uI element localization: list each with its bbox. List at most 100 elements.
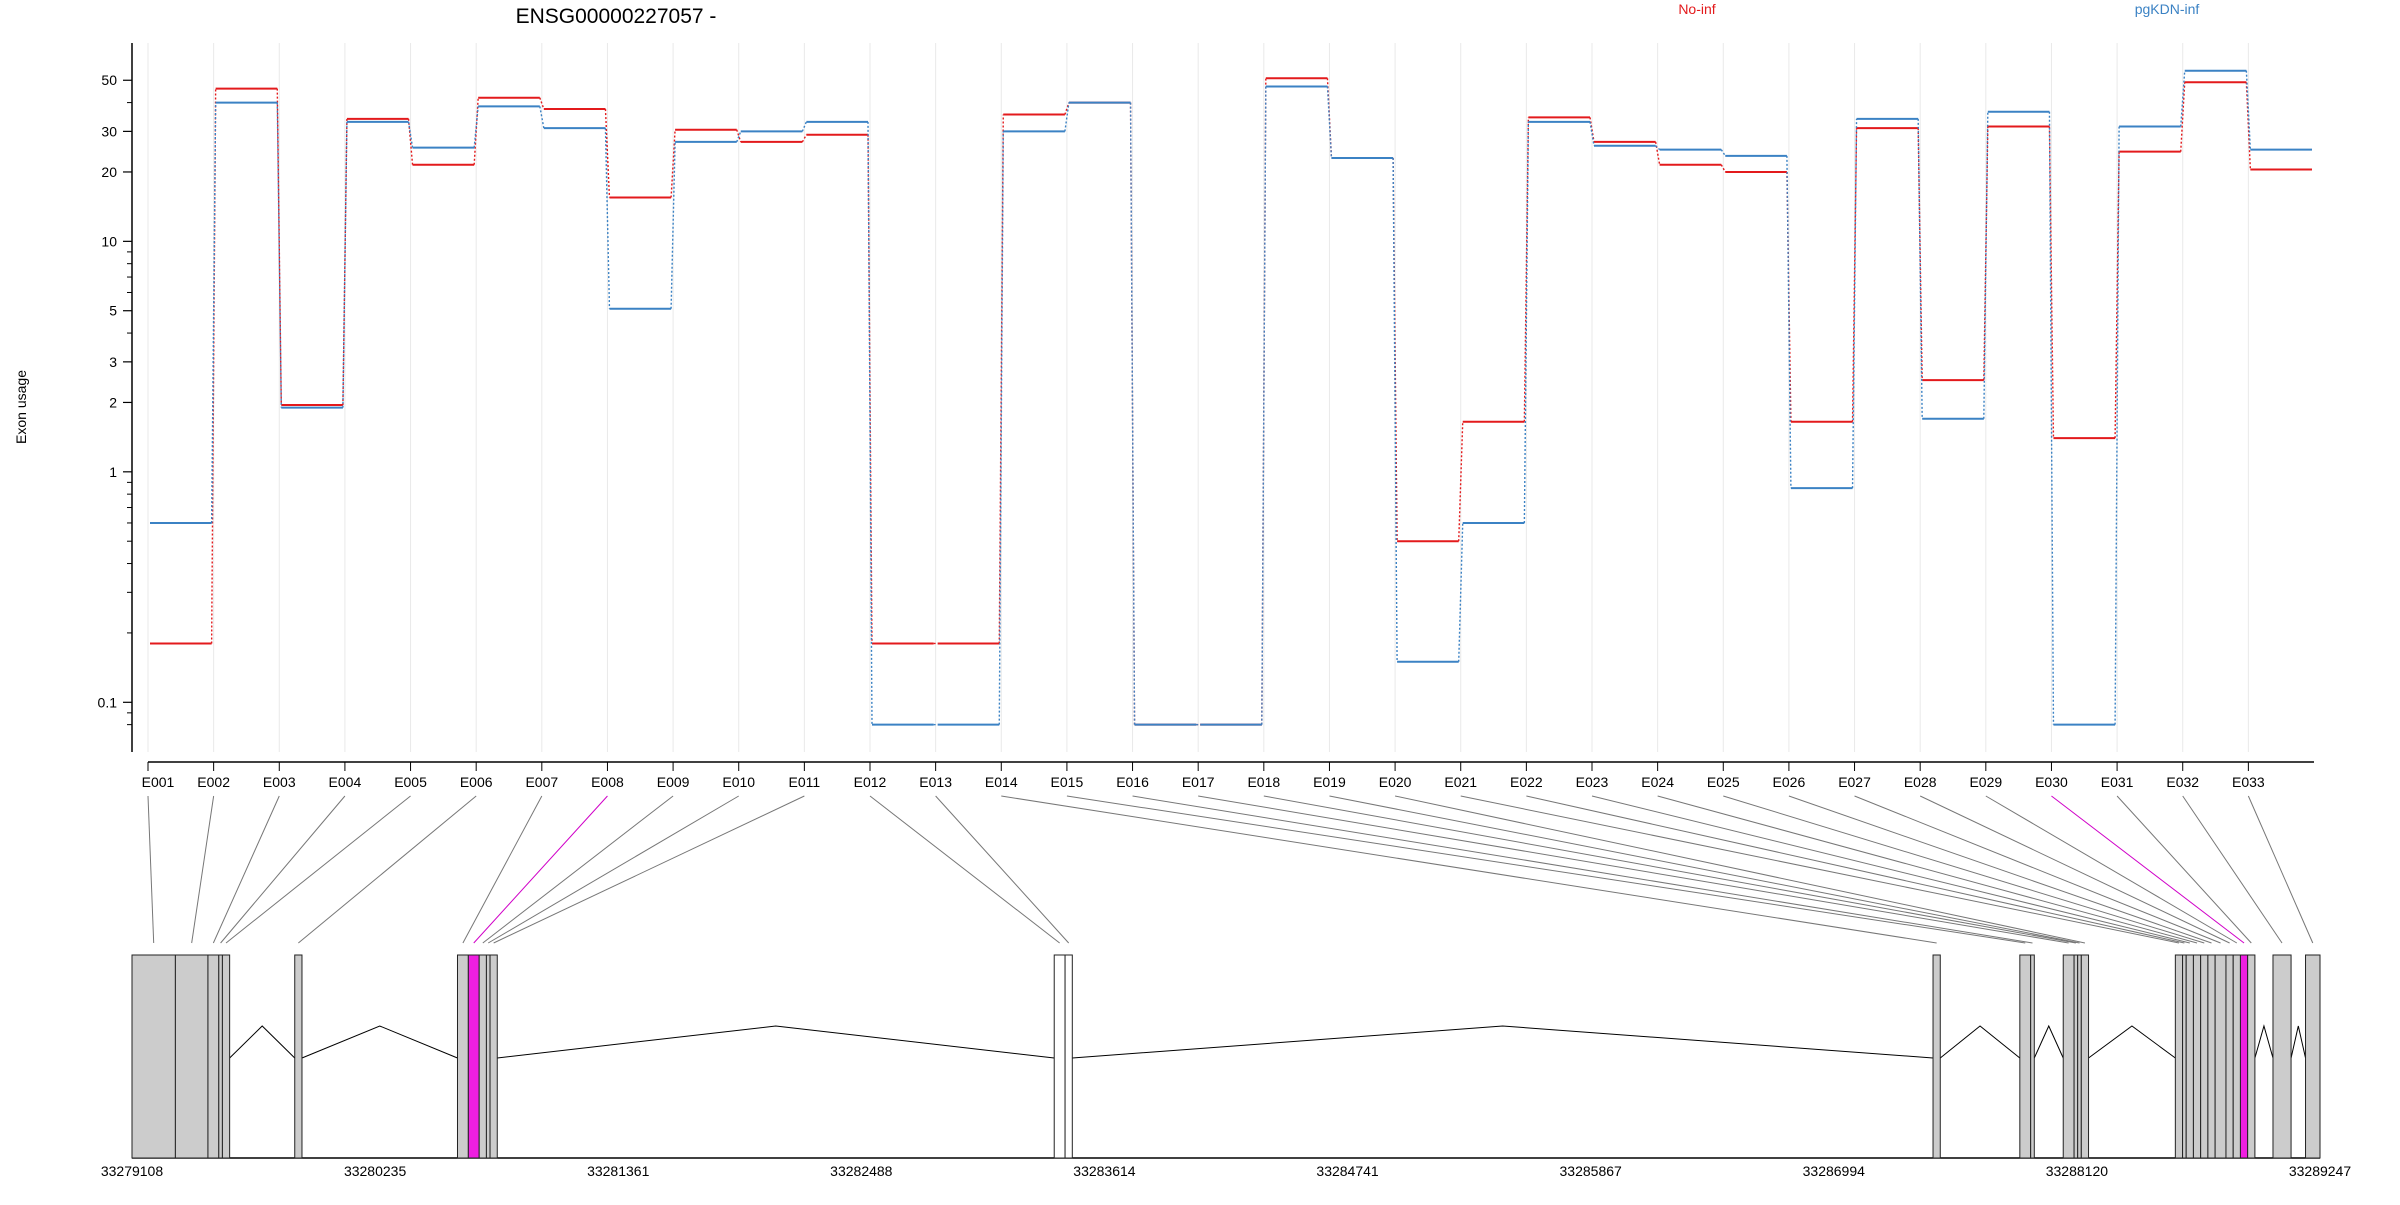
y-tick-label: 3 — [109, 354, 117, 370]
exon-box — [2080, 954, 2090, 1159]
y-tick-label: 5 — [109, 303, 117, 319]
x-tick-label: E010 — [722, 774, 755, 790]
y-tick-label: 50 — [101, 72, 117, 88]
intron — [497, 1025, 1055, 1059]
coordinate-label: 33286994 — [1803, 1163, 1866, 1179]
x-tick-label: E031 — [2101, 774, 2134, 790]
data-connector — [1917, 118, 1923, 419]
x-tick-label: E020 — [1379, 774, 1412, 790]
coordinate-label: 33283614 — [1073, 1163, 1136, 1179]
data-connector — [2180, 82, 2186, 152]
exon-box — [2185, 954, 2194, 1159]
x-tick-label: E026 — [1773, 774, 1806, 790]
data-connector — [867, 121, 873, 725]
exon-box — [2174, 954, 2184, 1159]
exon-box — [489, 954, 498, 1159]
exon-connector — [147, 795, 155, 944]
exon-connector — [1132, 795, 2033, 944]
exon-connector — [935, 795, 1070, 944]
y-tick-label: 2 — [109, 394, 117, 410]
x-tick-label: E018 — [1247, 774, 1280, 790]
data-connector — [801, 121, 808, 132]
y-axis: 0.1 1 2 3 5 10 20 30 50 — [98, 43, 133, 752]
x-tick-label: E023 — [1576, 774, 1609, 790]
intron — [2088, 1025, 2176, 1059]
exon-connector — [482, 795, 674, 944]
exon-connector — [1985, 795, 2238, 944]
data-connector — [670, 129, 676, 198]
exon-connector — [191, 795, 215, 944]
exon-box — [467, 954, 480, 1159]
exon-box — [2200, 954, 2209, 1159]
coordinate-label: 33284741 — [1316, 1163, 1379, 1179]
x-tick-label: E028 — [1904, 774, 1937, 790]
data-connector — [407, 121, 414, 148]
exon-connector — [1329, 795, 2080, 944]
y-tick-label: 10 — [101, 233, 117, 249]
x-axis: E001 E002 E003 E004 E005 E006 E007 E008 E009 E010… — [142, 761, 2314, 790]
x-tick-label: E032 — [2166, 774, 2199, 790]
data-connector — [1655, 145, 1661, 151]
coordinate-label: 33288120 — [2046, 1163, 2109, 1179]
exon-box — [2073, 954, 2079, 1159]
exon-box — [2182, 954, 2187, 1159]
x-tick-label: E017 — [1182, 774, 1215, 790]
data-connector — [1851, 118, 1858, 489]
series — [150, 69, 2312, 726]
exon-connector — [1919, 795, 2230, 944]
coordinate-label: 33280235 — [344, 1163, 407, 1179]
exon-connector — [473, 795, 608, 944]
x-tick-label: E019 — [1313, 774, 1346, 790]
x-tick-label: E030 — [2035, 774, 2068, 790]
x-tick-label: E004 — [329, 774, 362, 790]
x-tick-label: E009 — [657, 774, 690, 790]
x-tick-label: E011 — [789, 774, 821, 790]
data-connector — [276, 88, 282, 405]
grid — [147, 43, 2249, 752]
exon-box — [456, 954, 469, 1159]
intron — [301, 1025, 458, 1059]
exon-connector — [1460, 795, 2180, 944]
exon-box — [2225, 954, 2234, 1159]
coordinate-label: 33281361 — [587, 1163, 650, 1179]
exon-connector — [2051, 795, 2245, 944]
x-tick-label: E033 — [2232, 774, 2265, 790]
x-tick-label: E016 — [1116, 774, 1149, 790]
exon-box — [1064, 954, 1073, 1159]
data-connector — [1720, 149, 1726, 157]
y-tick-label: 1 — [109, 464, 117, 480]
x-tick-label: E006 — [460, 774, 493, 790]
y-axis-label: Exon usage — [13, 370, 29, 444]
exon-connector — [1066, 795, 2026, 944]
exon-connector — [462, 795, 543, 944]
x-tick-label: E027 — [1838, 774, 1871, 790]
gene-track: 33279108 33280235 33281361 33282488 33283614… — [101, 954, 2351, 1179]
data-connector — [1523, 121, 1530, 523]
x-tick-label: E012 — [854, 774, 887, 790]
legend: No-inf pgKDN-inf — [1678, 1, 2199, 17]
x-tick-label: E005 — [394, 774, 427, 790]
x-tick-label: E003 — [263, 774, 296, 790]
exon-box — [2077, 954, 2082, 1159]
intron — [2254, 1024, 2274, 1059]
exon-box — [2239, 954, 2249, 1159]
data-connector — [2245, 82, 2252, 170]
exon-box — [294, 954, 303, 1159]
x-tick-label: E022 — [1510, 774, 1543, 790]
series-pgkdn-inf — [150, 69, 2312, 726]
exon-box — [2207, 954, 2216, 1159]
exon-box — [2030, 954, 2035, 1159]
intron — [1072, 1025, 1934, 1059]
intron — [2290, 1025, 2307, 1059]
exon-connector — [2182, 795, 2283, 944]
exon-connector — [1001, 795, 1937, 944]
intron — [1939, 1025, 2021, 1059]
data-connector — [276, 102, 282, 408]
exon-box — [174, 954, 209, 1159]
y-tick-label: 30 — [101, 123, 117, 139]
data-connector — [1458, 522, 1464, 662]
exon-box — [485, 954, 491, 1159]
exon-box — [478, 954, 487, 1159]
exon-box — [2192, 954, 2202, 1159]
x-tick-label: E014 — [985, 774, 1018, 790]
